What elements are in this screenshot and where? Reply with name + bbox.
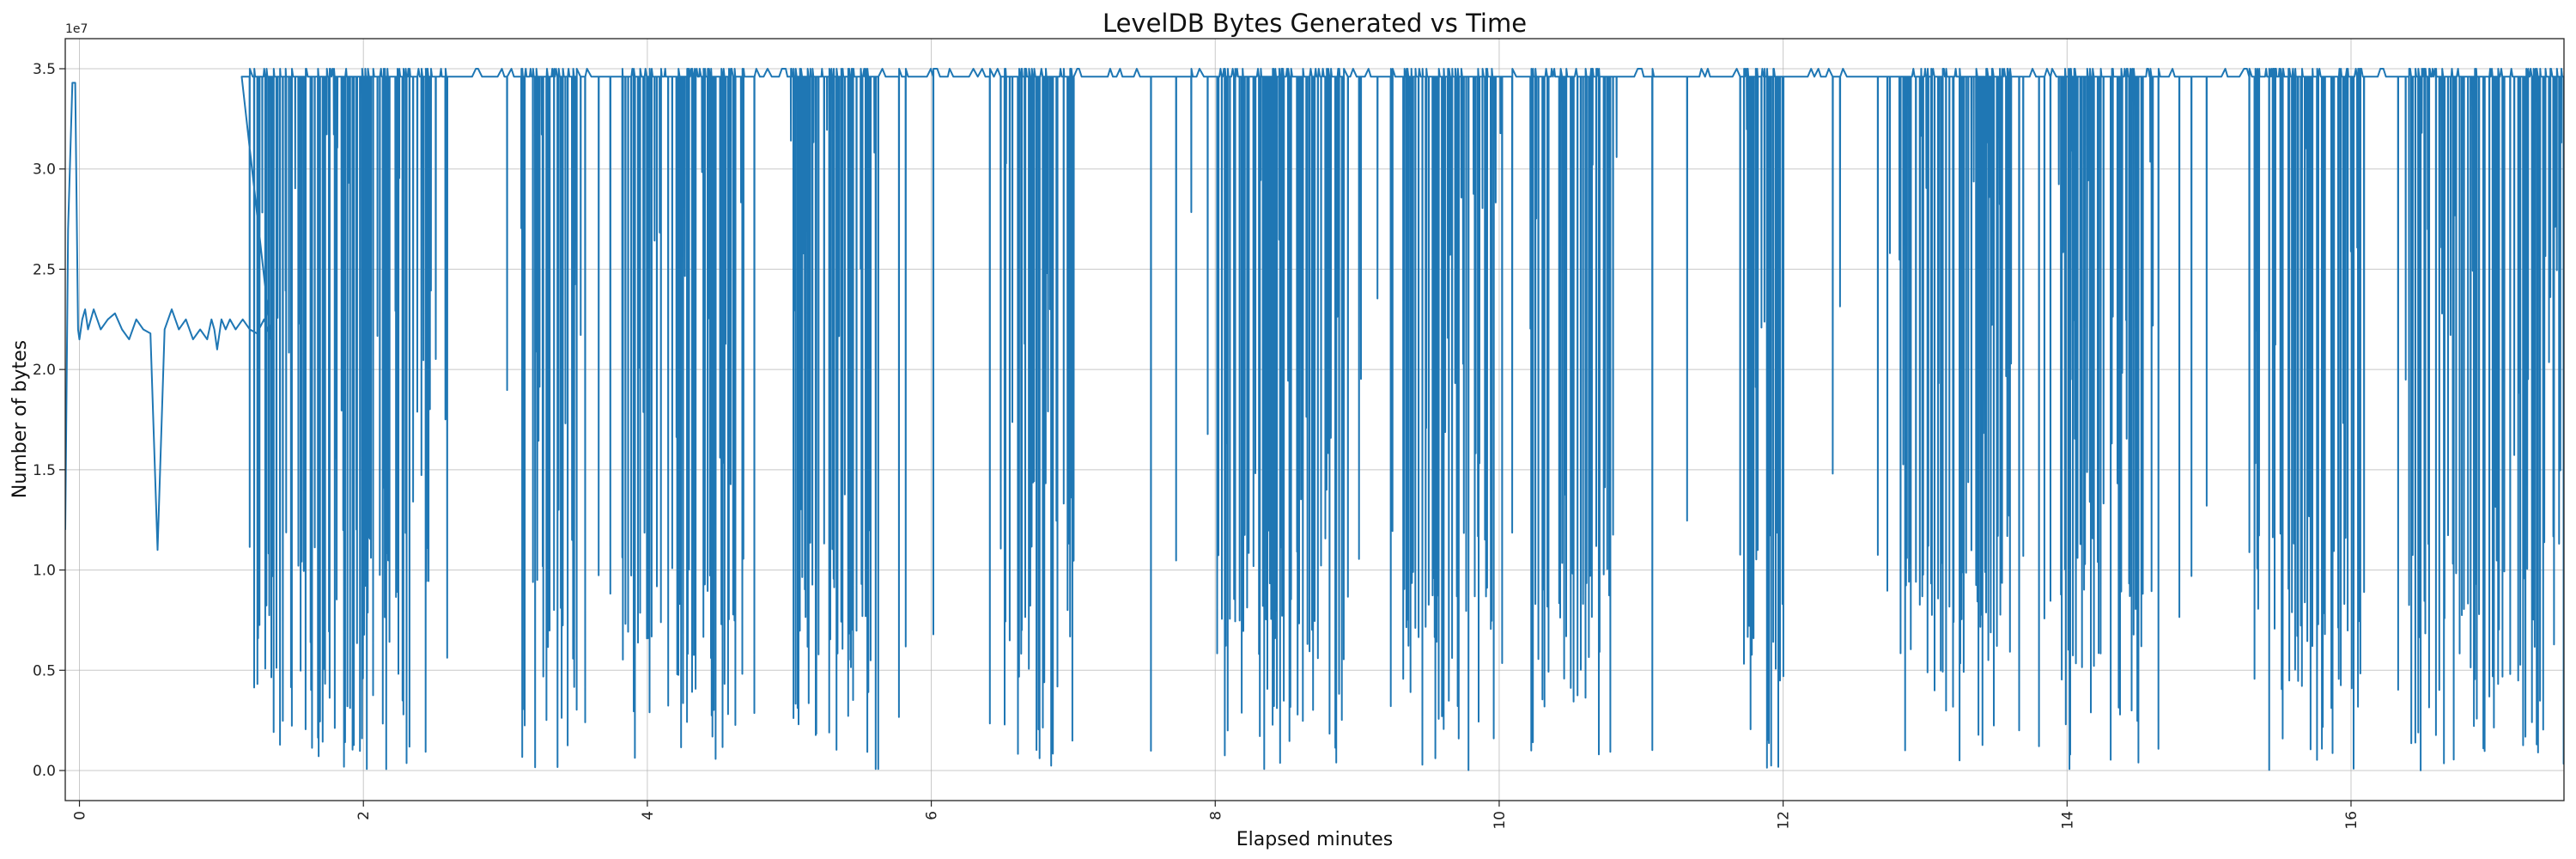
y-tick-label: 0.0 [33,763,56,780]
x-tick-label: 10 [1492,811,1509,830]
y-tick-label: 0.5 [33,662,56,679]
y-axis-offset-label: 1e7 [65,22,88,36]
axis-ticks: 0 2 4 6 8 10 12 14 16 0.0 0.5 1.0 1.5 2.0 2.5 3.0 3.5 [33,61,2360,830]
x-tick-label: 0 [72,811,89,820]
y-tick-label: 2.5 [33,261,56,278]
y-tick-label: 2.0 [33,362,56,379]
y-axis-title: Number of bytes [9,340,31,498]
y-tick-label: 1.5 [33,462,56,479]
y-tick-label: 3.0 [33,161,56,179]
x-tick-label: 16 [2343,811,2360,830]
plot-frame [64,38,2565,801]
x-tick-label: 6 [924,811,941,820]
x-axis-title: Elapsed minutes [1236,829,1393,850]
y-tick-label: 3.5 [33,61,56,78]
data-series [65,68,2564,771]
x-tick-label: 14 [2059,811,2076,830]
series-line-bytes [65,68,2564,771]
x-tick-label: 4 [640,811,657,820]
chart-title: LevelDB Bytes Generated vs Time [1103,9,1527,38]
x-tick-label: 2 [355,811,373,820]
x-tick-label: 12 [1776,811,1793,830]
y-tick-label: 1.0 [33,563,56,580]
x-tick-label: 8 [1207,811,1224,820]
